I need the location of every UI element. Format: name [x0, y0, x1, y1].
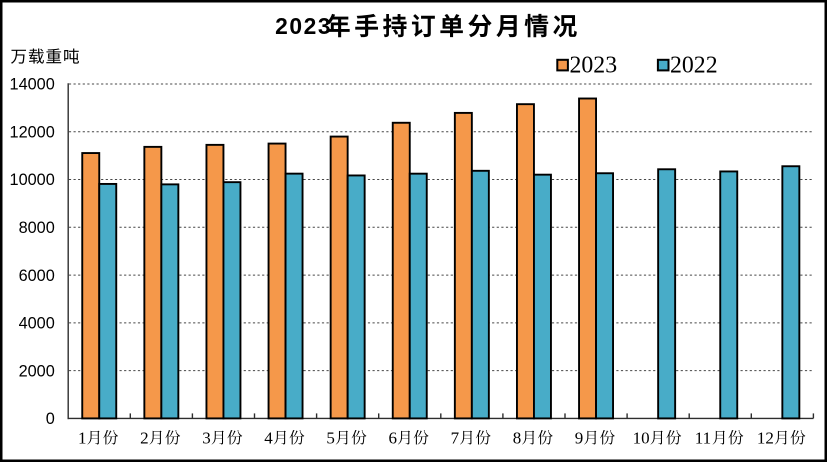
svg-text:7: 7 [451, 429, 460, 448]
svg-text:9: 9 [575, 429, 584, 448]
svg-text:4000: 4000 [19, 315, 55, 333]
svg-text:2: 2 [140, 429, 149, 448]
svg-text:10: 10 [633, 429, 650, 448]
svg-text:1: 1 [78, 429, 87, 448]
svg-text:3: 3 [202, 429, 211, 448]
svg-text:6: 6 [389, 429, 398, 448]
svg-text:11: 11 [695, 429, 711, 448]
svg-text:6000: 6000 [19, 267, 55, 285]
svg-text:4: 4 [264, 429, 273, 448]
svg-text:12000: 12000 [10, 123, 55, 141]
svg-text:8: 8 [513, 429, 522, 448]
svg-text:12: 12 [757, 429, 774, 448]
svg-text:2022: 2022 [670, 52, 718, 78]
svg-text:2023: 2023 [275, 13, 332, 39]
svg-text:14000: 14000 [10, 76, 55, 94]
svg-text:0: 0 [46, 410, 55, 428]
svg-text:5: 5 [326, 429, 335, 448]
svg-text:2000: 2000 [19, 362, 55, 380]
svg-text:8000: 8000 [19, 219, 55, 237]
svg-text:10000: 10000 [10, 171, 55, 189]
svg-text:2023: 2023 [570, 52, 618, 78]
